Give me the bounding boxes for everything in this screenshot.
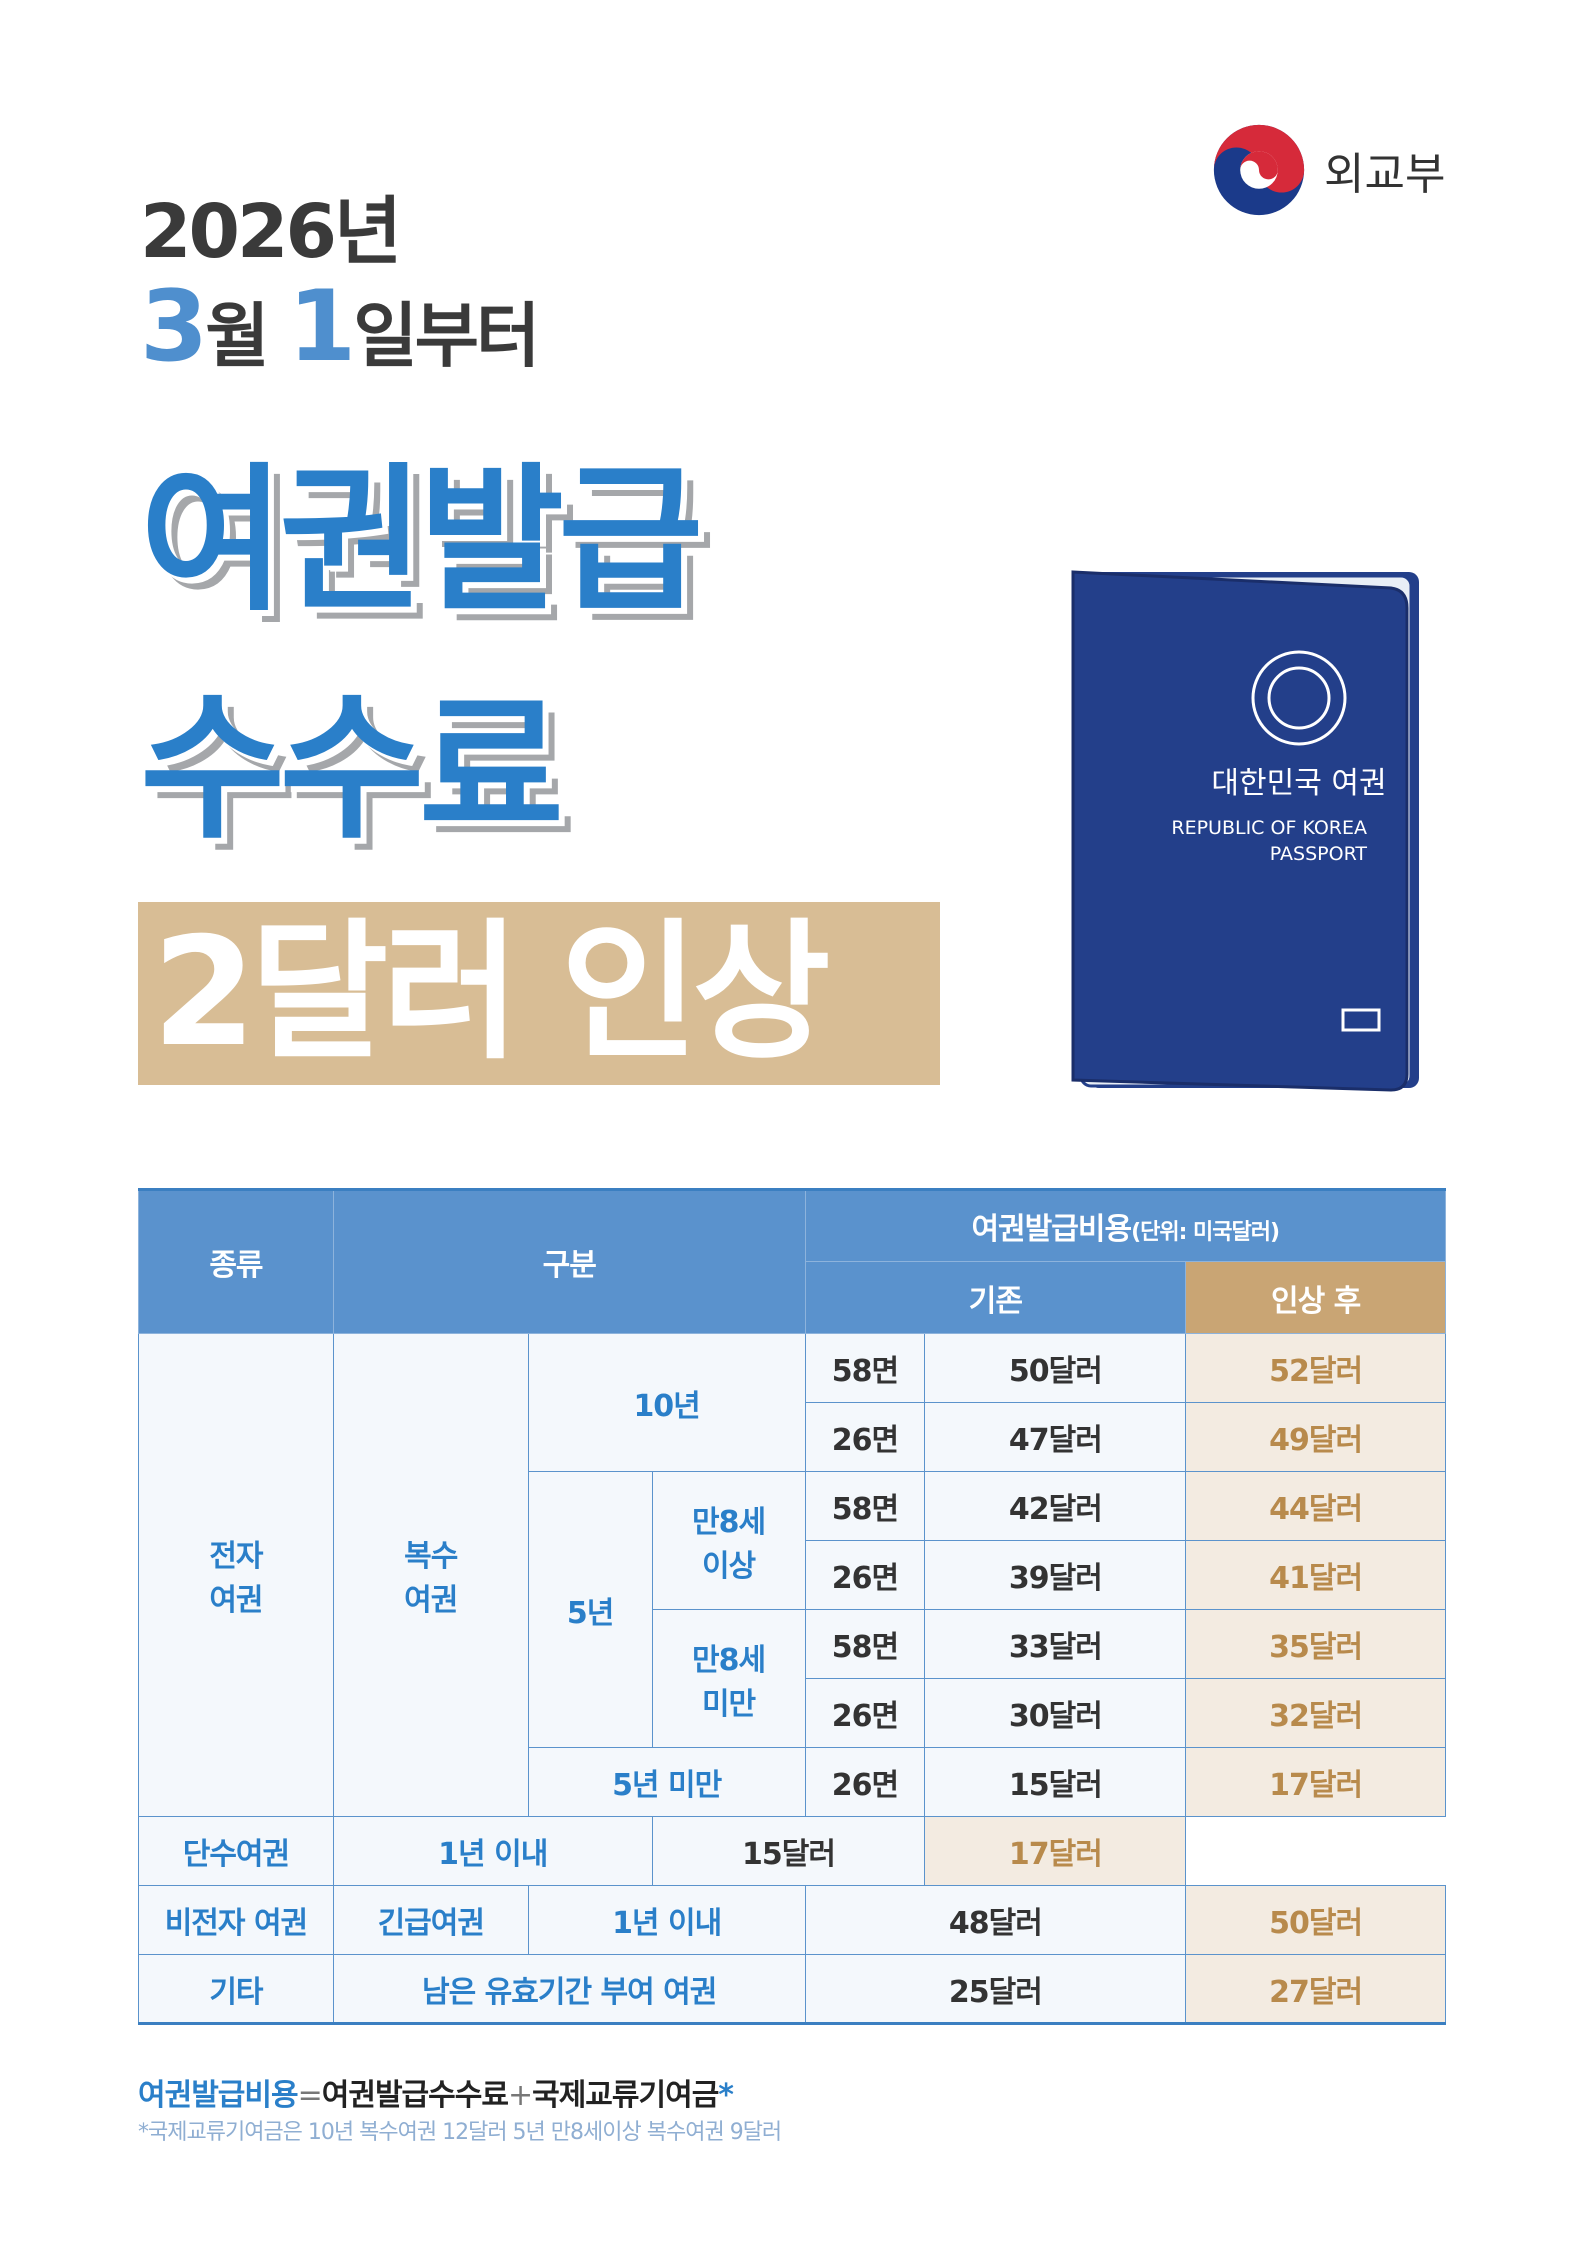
headline-line1: 여권발급 [140,449,703,633]
passport-en2: PASSPORT [1270,843,1368,865]
old-fee: 25달러 [804,1954,1187,2024]
footnote: *국제교류기여금은 10년 복수여권 12달러 5년 만8세이상 복수여권 9달… [138,2120,782,2145]
old-fee: 47달러 [924,1402,1187,1472]
formula-plus: + [507,2078,533,2113]
formula-star: * [718,2078,734,2113]
non-e-cell: 비전자 여권 [138,1885,334,1955]
new-fee: 52달러 [1185,1333,1446,1403]
new-fee: 17달러 [1185,1747,1446,1817]
chip-icon [1341,1008,1381,1032]
day-rest: 일부터 [353,295,540,377]
new-fee: 17달러 [924,1816,1187,1886]
new-fee: 44달러 [1185,1471,1446,1541]
passport-illustration: 대한민국 여권 REPUBLIC OF KOREA PASSPORT [1071,568,1423,1096]
fee-table: 종류 구분 여권발급비용(단위: 미국달러) 기존 인상 후 전자 여권 복수 여… [138,1188,1447,2025]
remaining-cell: 남은 유효기간 부여 여권 [332,1954,806,2024]
over8-cell: 만8세 이상 [651,1471,806,1610]
table-row: 전자 여권 복수 여권 10년 58면 50달러 52달러 [138,1333,1446,1817]
cost-formula: 여권발급비용=여권발급수수료+국제교류기여금* [138,2070,734,2114]
old-fee: 42달러 [924,1471,1187,1541]
old-fee: 15달러 [924,1747,1187,1817]
validity-cell: 1년 이내 [527,1885,806,1955]
old-fee: 33달러 [924,1609,1187,1679]
new-fee: 27달러 [1185,1954,1446,2024]
cost-label: 여권발급비용 [971,1212,1132,1247]
headline-line2: 수수료 [140,677,564,861]
under8-cell: 만8세 미만 [651,1609,806,1748]
pages: 58면 [804,1471,926,1541]
table-row: 단수여권 1년 이내 15달러 17달러 [138,1816,1446,1886]
day-number: 1 [287,270,356,384]
mofa-logo: 외교부 [1212,123,1445,217]
pages: 26면 [804,1402,926,1472]
table-row: 5년 만8세 이상 58면 42달러 44달러 [139,1471,1446,1748]
passport-ko: 대한민국 여권 [1211,766,1386,801]
pages: 26면 [804,1678,926,1748]
org-name: 외교부 [1324,149,1446,200]
table-row: 만8세 미만 58면 33달러 35달러 [139,1609,1446,1748]
new-fee: 50달러 [1185,1885,1446,1955]
formula-eq: = [297,2078,323,2113]
table-row: 5년 미만 26면 15달러 17달러 [139,1747,1446,1817]
old-fee: 39달러 [924,1540,1187,1610]
new-fee: 41달러 [1185,1540,1446,1610]
old-fee: 30달러 [924,1678,1187,1748]
5y-cell: 5년 [527,1471,653,1748]
col-cost: 여권발급비용(단위: 미국달러) [804,1188,1447,1262]
taegeuk-icon [1213,124,1305,216]
unit-label: (단위: 미국달러) [1131,1220,1280,1245]
pages: 26면 [804,1540,926,1610]
pages: 58면 [804,1609,926,1679]
old-fee: 50달러 [924,1333,1187,1403]
table-row: 비전자 여권 긴급여권 1년 이내 48달러 50달러 [138,1885,1446,1955]
increase-band: 2달러 인상 [138,902,940,1085]
table-row: 기타 남은 유효기간 부여 여권 25달러 27달러 [138,1954,1446,2024]
10y-cell: 10년 [527,1333,806,1472]
pages: 58면 [804,1333,926,1403]
month-unit: 월 [205,295,269,377]
table-row: 26면 47달러 49달러 [139,1402,1446,1472]
formula-a: 여권발급비용 [138,2078,299,2113]
passport-en1: REPUBLIC OF KOREA [1171,817,1367,839]
e-passport-cell: 전자 여권 [138,1333,334,1817]
col-new: 인상 후 [1185,1261,1446,1334]
formula-c: 국제교류기여금 [532,2078,719,2113]
new-fee: 35달러 [1185,1609,1446,1679]
validity-cell: 1년 이내 [332,1816,653,1886]
emergency-cell: 긴급여권 [332,1885,529,1955]
col-old: 기존 [804,1261,1187,1334]
date-heading: 3월 1일부터 [140,270,540,384]
month-number: 3 [140,270,208,384]
old-fee: 48달러 [804,1885,1187,1955]
formula-b: 여권발급수수료 [321,2078,509,2113]
single-cell: 단수여권 [138,1816,334,1886]
etc-cell: 기타 [138,1954,334,2024]
new-fee: 32달러 [1185,1678,1446,1748]
col-category: 구분 [332,1188,806,1334]
old-fee: 15달러 [651,1816,926,1886]
new-fee: 49달러 [1185,1402,1446,1472]
multi-cell: 복수 여권 [332,1333,529,1817]
col-type: 종류 [138,1188,334,1334]
table-row: 26면 39달러 41달러 [139,1540,1446,1610]
pages: 26면 [804,1747,926,1817]
under5-cell: 5년 미만 [527,1747,806,1817]
year-heading: 2026년 [140,189,402,275]
